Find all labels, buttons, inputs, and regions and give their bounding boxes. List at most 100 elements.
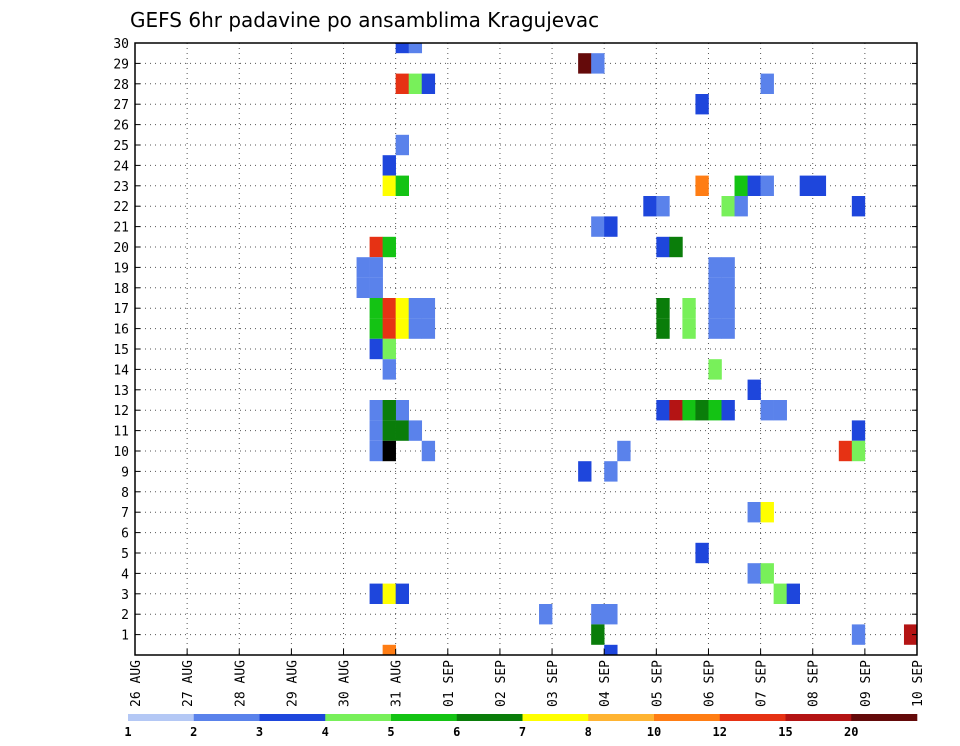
precip-cell	[382, 175, 396, 196]
y-tick-label: 8	[121, 486, 129, 501]
chart-title: GEFS 6hr padavine po ansamblima Kragujev…	[130, 8, 599, 32]
precip-cell	[708, 298, 722, 319]
precip-cell	[695, 94, 709, 115]
precip-cell	[382, 359, 396, 380]
x-tick-label: 05 SEP	[650, 660, 665, 707]
colorbar-label: 10	[647, 725, 661, 739]
precip-cell	[721, 257, 735, 278]
precip-cell	[395, 318, 409, 339]
precip-cell	[369, 338, 383, 360]
y-tick-label: 4	[121, 567, 129, 582]
precip-cell	[539, 604, 553, 625]
y-tick-label: 28	[113, 78, 129, 93]
precip-cell	[395, 583, 409, 604]
y-tick-label: 9	[121, 465, 129, 480]
colorbar-label: 1	[124, 725, 131, 739]
precip-cell	[356, 277, 370, 298]
colorbar-swatch	[522, 714, 589, 721]
colorbar-swatch	[588, 714, 655, 721]
y-axis-ticks: 1234567891011121314151617181920212223242…	[113, 37, 917, 644]
precip-cell	[851, 420, 866, 441]
precip-cell	[773, 583, 787, 604]
colorbar-label: 20	[844, 725, 858, 739]
precip-cell	[395, 134, 409, 156]
precip-cell	[851, 624, 866, 645]
colorbar-label: 3	[256, 725, 263, 739]
precip-cell	[369, 277, 383, 298]
precip-cell	[747, 175, 761, 196]
colorbar-label: 15	[778, 725, 792, 739]
precip-cell	[695, 542, 709, 564]
precip-cell	[369, 583, 383, 604]
precip-cell	[721, 298, 735, 319]
precip-cell	[408, 318, 423, 339]
grid-lines	[134, 42, 918, 655]
y-tick-label: 17	[113, 302, 129, 317]
y-tick-label: 20	[113, 241, 129, 256]
precip-cell	[382, 583, 396, 604]
precip-cell	[747, 563, 761, 584]
precip-cell	[369, 318, 383, 339]
precip-cell	[669, 400, 683, 421]
precip-cell	[708, 277, 722, 298]
precip-cell	[708, 257, 722, 278]
precip-cell	[408, 43, 423, 54]
precip-cell	[799, 175, 814, 196]
y-tick-label: 22	[113, 200, 129, 215]
precip-cell	[656, 318, 670, 339]
x-axis-ticks: 26 AUG 27 AUG 28 AUG 29 AUG 30 AUG 31 AUG 01 S…	[129, 649, 926, 707]
precip-cell	[395, 298, 409, 319]
precip-cell	[395, 43, 409, 54]
precip-cell	[369, 420, 383, 441]
precip-cell	[682, 400, 696, 421]
x-tick-label: 28 AUG	[233, 660, 248, 707]
precip-cell	[760, 563, 774, 584]
x-tick-label: 31 AUG	[390, 660, 405, 707]
y-tick-label: 3	[121, 588, 129, 603]
precip-cell	[721, 318, 735, 339]
colorbar-swatch	[391, 714, 458, 721]
y-tick-label: 16	[113, 323, 129, 338]
precip-cell	[395, 420, 409, 441]
colorbar-swatch	[785, 714, 852, 721]
precip-cell	[356, 257, 370, 278]
precip-cell	[903, 624, 918, 645]
colorbar-label: 2	[190, 725, 197, 739]
precip-cell	[604, 604, 618, 625]
precip-cell	[382, 420, 396, 441]
precip-cell	[786, 583, 800, 604]
precip-cell	[760, 400, 774, 421]
precip-cell	[395, 175, 409, 196]
y-tick-label: 19	[113, 261, 129, 276]
precip-cell	[369, 400, 383, 421]
x-tick-label: 02 SEP	[494, 660, 509, 707]
precip-cell	[408, 420, 423, 441]
precip-cell	[591, 624, 605, 645]
precip-cell	[682, 298, 696, 319]
precip-cell	[656, 400, 670, 421]
colorbar-swatch	[719, 714, 786, 721]
y-tick-label: 12	[113, 404, 129, 419]
colorbar-label: 7	[519, 725, 526, 739]
precip-cell	[656, 196, 670, 217]
x-tick-label: 29 AUG	[285, 660, 300, 707]
colorbar-swatch	[259, 714, 326, 721]
y-tick-label: 7	[121, 506, 129, 521]
x-tick-label: 03 SEP	[546, 660, 561, 707]
precip-cell	[695, 400, 709, 421]
precip-cell	[682, 318, 696, 339]
precip-cell	[669, 236, 683, 258]
precip-cell	[382, 155, 396, 176]
precip-cell	[812, 175, 827, 196]
precip-cell	[760, 73, 774, 94]
precip-cell	[721, 400, 735, 421]
colorbar-swatch	[325, 714, 392, 721]
colorbar: 1 2 3 4 5 6 7 8 10 12 15 20	[124, 714, 918, 739]
precip-cell	[604, 644, 618, 655]
precip-cell	[408, 298, 423, 319]
precip-cell	[656, 298, 670, 319]
x-tick-label: 10 SEP	[911, 660, 926, 707]
precip-cell	[591, 216, 605, 237]
